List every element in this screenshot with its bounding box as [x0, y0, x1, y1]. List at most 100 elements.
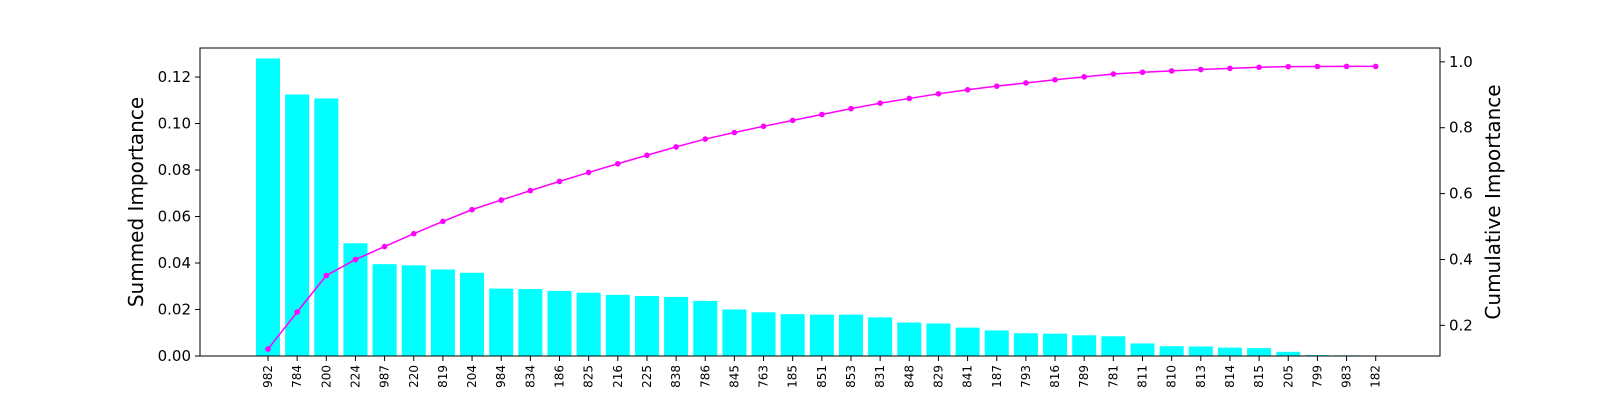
bar-204: [460, 272, 485, 356]
cumulative-point-982: [265, 346, 271, 352]
cumulative-point-810: [1168, 68, 1175, 74]
bar-841: [955, 327, 980, 356]
x-tick-label: 784: [290, 365, 304, 388]
cumulative-point-814: [1227, 65, 1233, 72]
bar-825: [576, 292, 601, 356]
bar-225: [634, 296, 659, 356]
x-tick-label: 829: [931, 365, 945, 388]
bar-186: [547, 290, 572, 356]
cumulative-point-983: [1343, 63, 1350, 70]
cumulative-point-984: [498, 197, 505, 203]
cumulative-point-186: [556, 178, 563, 185]
x-tick-label: 224: [348, 365, 362, 388]
bar-220: [401, 265, 426, 356]
bar-810: [1159, 346, 1184, 356]
x-tick-label: 984: [494, 365, 508, 388]
x-tick-label: 182: [1369, 365, 1383, 388]
bar-982: [256, 58, 280, 357]
right-tick-label: 0.6: [1449, 185, 1473, 203]
cumulative-point-841: [964, 87, 971, 93]
cumulative-point-784: [294, 309, 300, 315]
cumulative-point-838: [673, 144, 679, 150]
x-tick-label: 816: [1048, 365, 1062, 388]
x-axis: 982 784 200 224 987 220 819 204 984 834 186 825 216 2…: [261, 356, 1383, 388]
x-tick-label: 813: [1194, 365, 1208, 388]
x-tick-label: 831: [873, 365, 887, 388]
cumulative-point-786: [702, 136, 709, 142]
bar-763: [751, 312, 776, 356]
right-y-axis: 0.2 0.4 0.6 0.8 1.0: [1440, 53, 1473, 334]
x-tick-label: 187: [990, 365, 1004, 388]
bar-789: [1072, 335, 1097, 356]
cumulative-point-789: [1081, 74, 1087, 80]
x-tick-label: 225: [640, 365, 654, 388]
bar-834: [518, 289, 543, 356]
cumulative-point-851: [819, 111, 825, 118]
x-tick-label: 205: [1281, 365, 1295, 388]
bar-series: [256, 58, 1388, 357]
cumulative-point-848: [906, 95, 913, 102]
x-tick-label: 851: [815, 365, 829, 388]
x-tick-label: 825: [582, 365, 596, 388]
cumulative-point-853: [848, 105, 854, 112]
cumulative-point-216: [615, 160, 621, 167]
left-tick-label: 0.08: [158, 161, 191, 179]
x-tick-label: 799: [1310, 365, 1324, 388]
cumulative-point-811: [1139, 69, 1146, 76]
x-tick-label: 786: [698, 365, 712, 388]
bar-829: [926, 323, 951, 356]
x-tick-label: 185: [786, 365, 800, 388]
bar-853: [839, 314, 863, 356]
cumulative-point-799: [1314, 63, 1321, 70]
cumulative-point-204: [469, 206, 475, 213]
left-tick-label: 0.12: [158, 68, 191, 86]
bar-185: [780, 314, 805, 356]
cumulative-point-200: [323, 272, 330, 279]
bar-187: [984, 330, 1009, 356]
left-tick-label: 0.06: [158, 208, 191, 226]
bar-819: [430, 269, 455, 356]
left-axis-title: Summed Importance: [124, 97, 148, 307]
x-tick-label: 811: [1136, 365, 1150, 388]
x-tick-label: 216: [611, 365, 625, 388]
x-tick-label: 200: [319, 365, 333, 388]
right-tick-label: 0.4: [1449, 250, 1473, 268]
right-tick-label: 0.2: [1449, 316, 1473, 334]
x-tick-label: 186: [553, 365, 567, 388]
cumulative-point-829: [935, 91, 942, 97]
bar-205: [1276, 351, 1301, 356]
cumulative-point-182: [1372, 63, 1379, 70]
cumulative-point-816: [1052, 76, 1058, 83]
right-tick-label: 0.8: [1449, 119, 1473, 137]
x-tick-label: 983: [1340, 365, 1354, 388]
left-tick-label: 0.04: [158, 254, 191, 272]
right-axis-title: Cumulative Importance: [1481, 84, 1505, 319]
right-tick-label: 1.0: [1449, 53, 1473, 71]
cumulative-point-225: [644, 152, 650, 159]
x-tick-label: 220: [407, 365, 421, 388]
left-y-axis: 0.00 0.02 0.04 0.06 0.08 0.10 0.12: [158, 68, 200, 365]
bar-838: [664, 296, 689, 356]
bar-816: [1043, 333, 1068, 356]
left-tick-label: 0.02: [158, 301, 191, 319]
x-tick-label: 982: [261, 365, 275, 388]
bar-813: [1188, 346, 1213, 356]
bar-984: [489, 288, 514, 356]
bar-845: [722, 309, 747, 356]
x-tick-label: 819: [436, 365, 450, 388]
x-tick-label: 789: [1077, 365, 1091, 388]
bar-831: [868, 317, 893, 356]
cumulative-point-187: [993, 83, 1000, 89]
x-tick-label: 834: [523, 365, 537, 388]
cumulative-point-185: [789, 117, 796, 124]
x-tick-label: 848: [902, 365, 916, 388]
cumulative-point-987: [381, 243, 388, 250]
x-tick-label: 763: [757, 365, 771, 388]
left-tick-label: 0.00: [158, 347, 191, 365]
cumulative-point-815: [1256, 64, 1262, 71]
bar-786: [693, 300, 718, 356]
x-tick-label: 793: [1019, 365, 1033, 388]
bar-793: [1013, 333, 1038, 356]
cumulative-line-series: [265, 63, 1379, 352]
